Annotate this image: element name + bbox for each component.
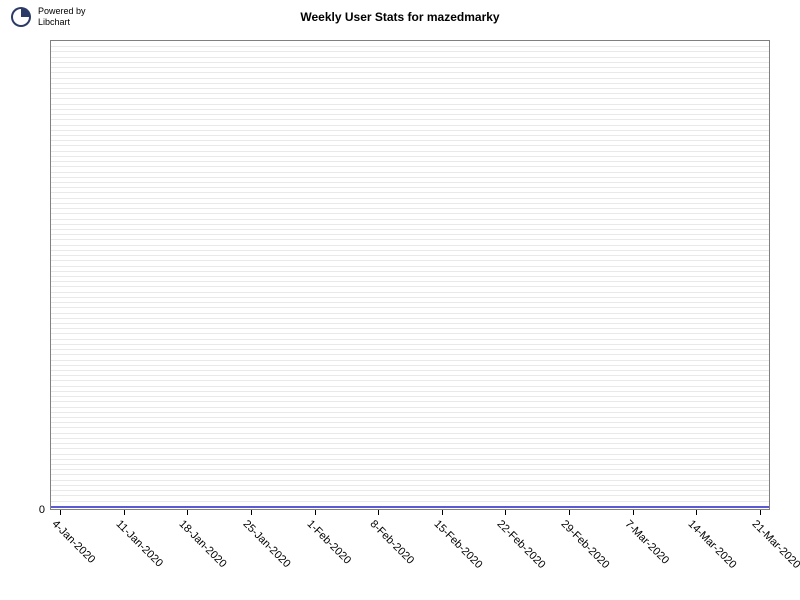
x-tick-label: 25-Jan-2020 xyxy=(240,518,292,570)
chart-title: Weekly User Stats for mazedmarky xyxy=(0,10,800,24)
x-tick-label: 4-Jan-2020 xyxy=(50,518,98,566)
x-tick-mark xyxy=(569,510,570,515)
x-tick-mark xyxy=(442,510,443,515)
x-tick-label: 11-Jan-2020 xyxy=(113,518,165,570)
y-tick-label: 0 xyxy=(15,504,45,516)
x-tick-label: 15-Feb-2020 xyxy=(431,518,484,571)
x-tick-label: 7-Mar-2020 xyxy=(622,518,671,567)
x-tick-mark xyxy=(633,510,634,515)
x-tick-mark xyxy=(124,510,125,515)
x-tick-label: 29-Feb-2020 xyxy=(559,518,612,571)
x-tick-label: 1-Feb-2020 xyxy=(304,518,353,567)
x-tick-mark xyxy=(315,510,316,515)
chart-gridlines xyxy=(51,41,769,509)
x-tick-mark xyxy=(251,510,252,515)
x-tick-mark xyxy=(60,510,61,515)
x-tick-mark xyxy=(696,510,697,515)
x-tick-mark xyxy=(505,510,506,515)
x-tick-mark xyxy=(187,510,188,515)
x-tick-label: 21-Mar-2020 xyxy=(750,518,800,571)
x-tick-label: 14-Mar-2020 xyxy=(686,518,739,571)
chart-plot-area xyxy=(50,40,770,510)
x-tick-label: 8-Feb-2020 xyxy=(368,518,417,567)
x-tick-label: 18-Jan-2020 xyxy=(177,518,229,570)
chart-data-line xyxy=(51,506,769,508)
x-tick-label: 22-Feb-2020 xyxy=(495,518,548,571)
x-tick-mark xyxy=(760,510,761,515)
x-tick-mark xyxy=(378,510,379,515)
